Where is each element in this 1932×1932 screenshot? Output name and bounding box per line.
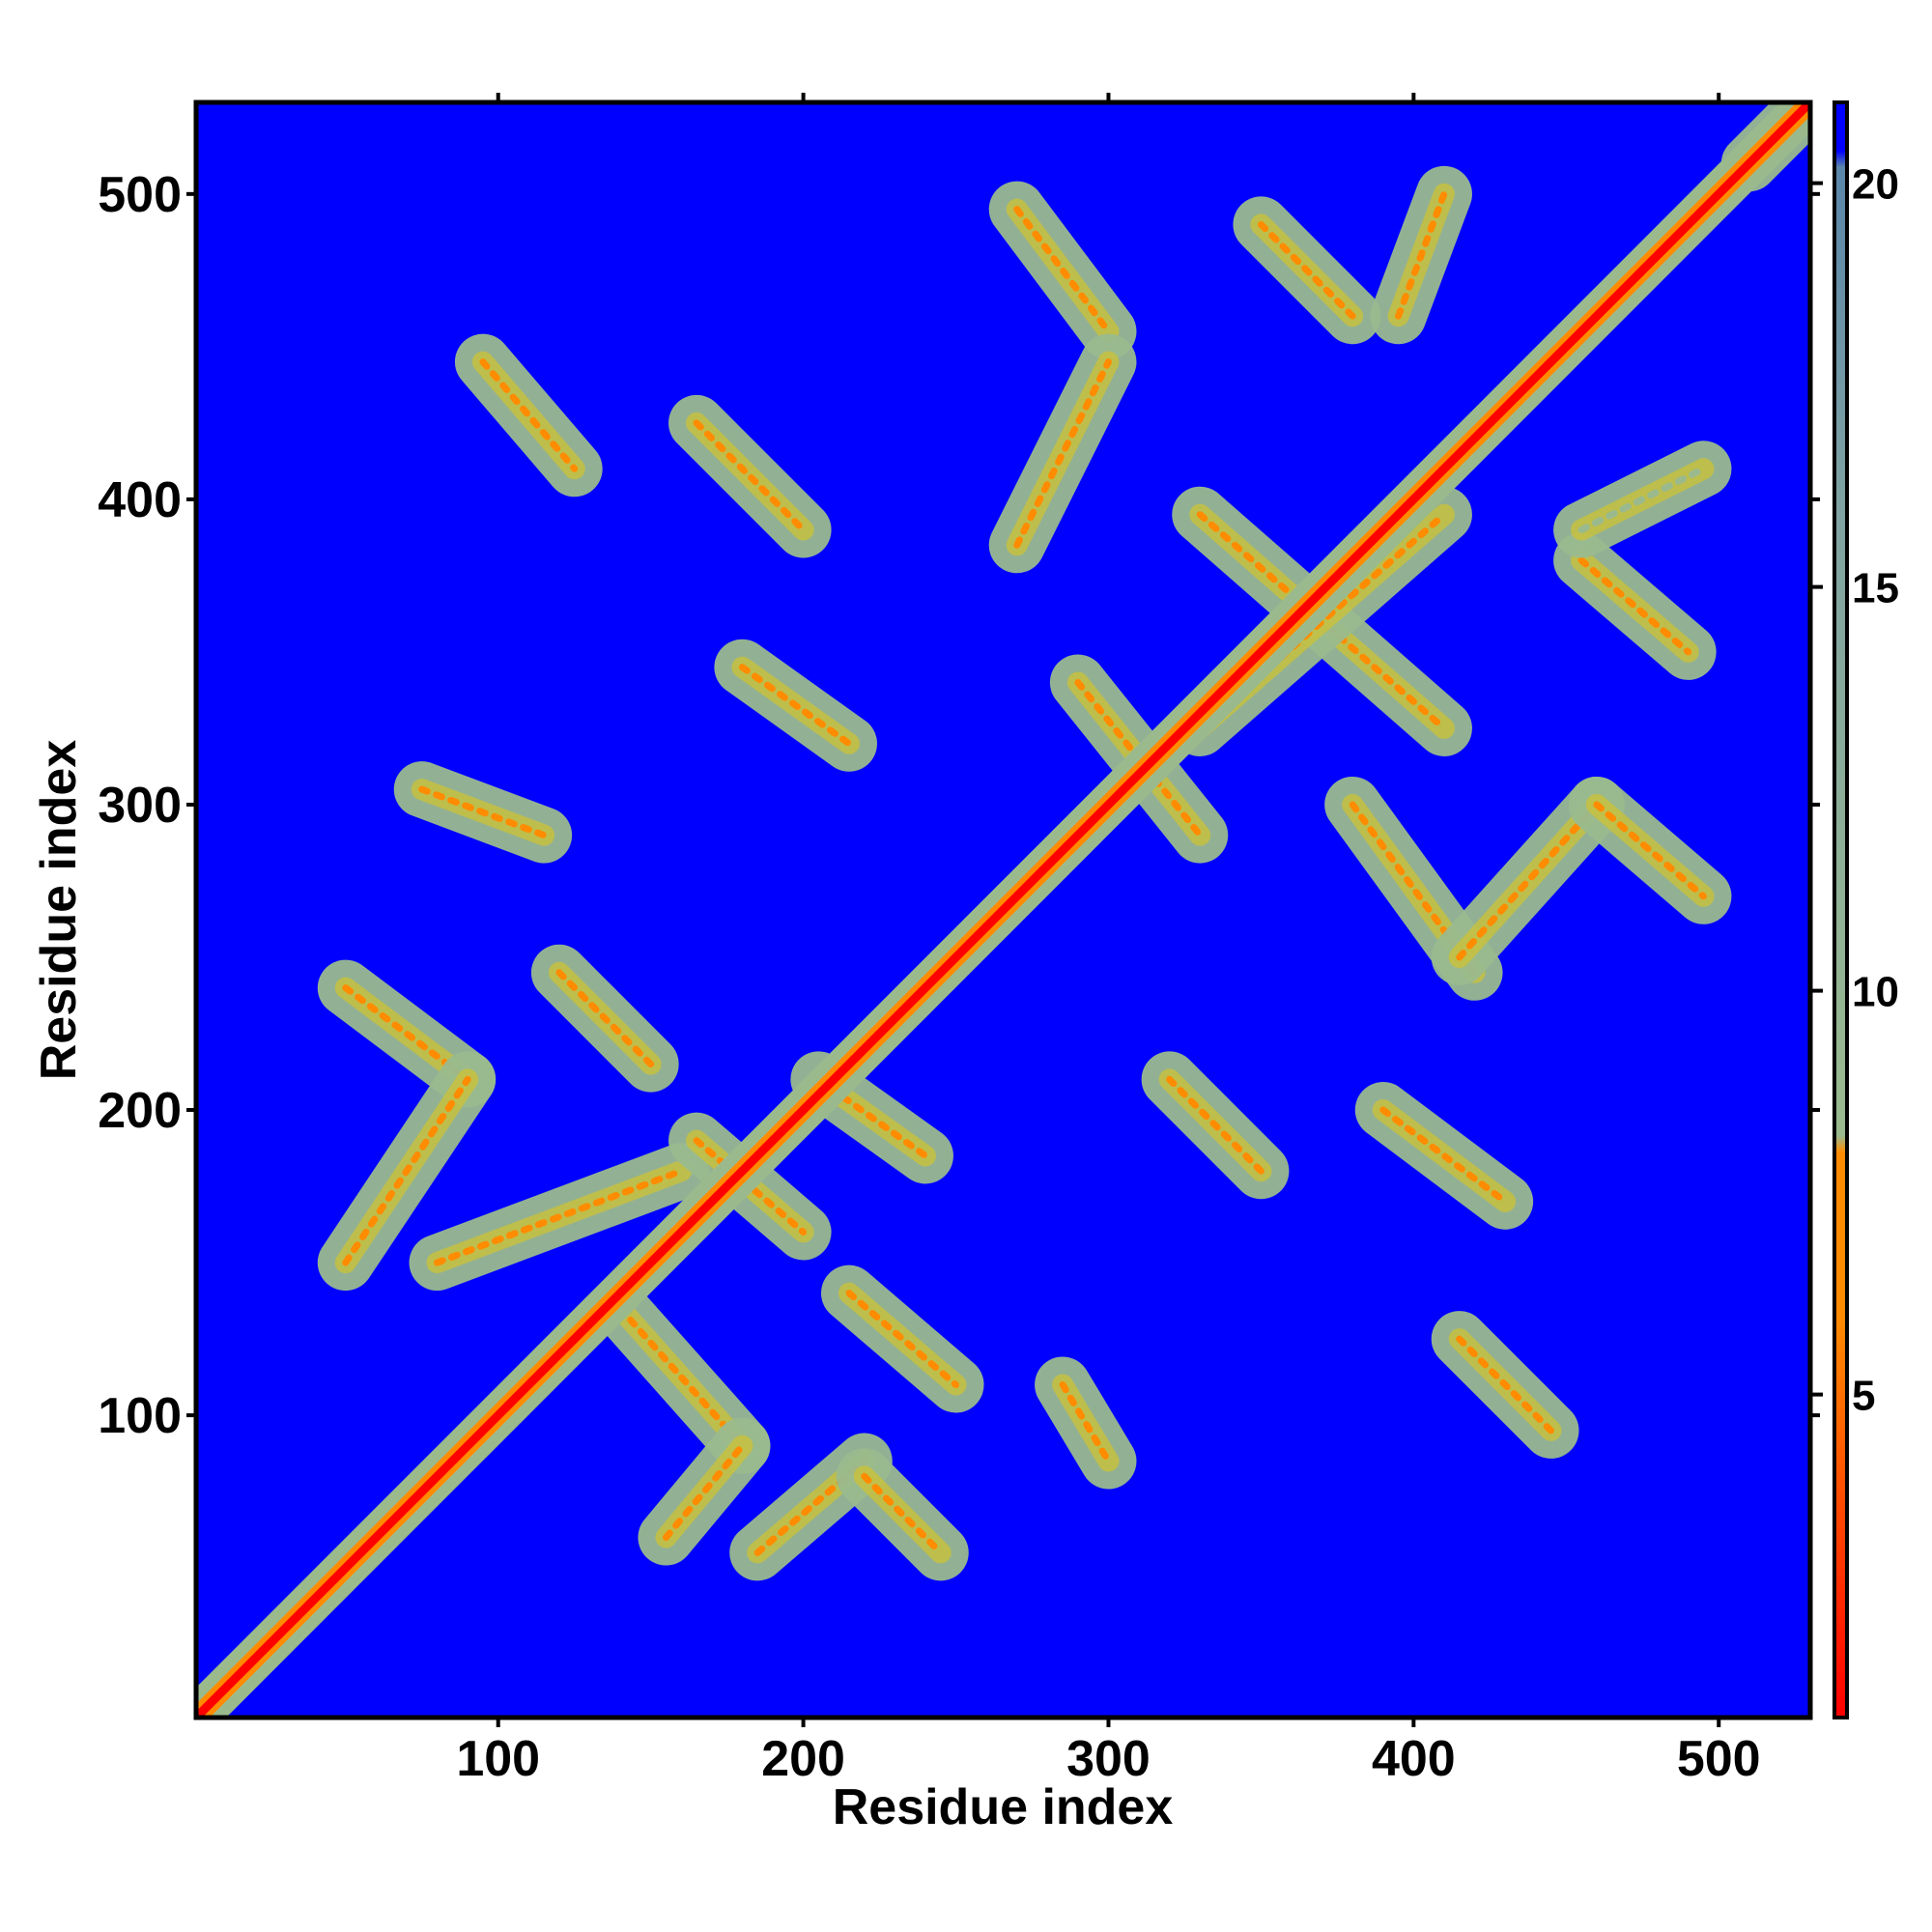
diagonal-band (196, 102, 1810, 1718)
colorbar-label-20: 20 (1852, 161, 1899, 209)
contact-band-17 (1141, 1051, 1290, 1200)
x-tick-label-200: 200 (761, 1731, 845, 1787)
contact-band-11 (714, 639, 877, 772)
y-tick-label-200: 200 (98, 1083, 182, 1139)
colorbar-label-10: 10 (1852, 969, 1899, 1016)
contact-band-24 (409, 1143, 710, 1292)
contact-band-5 (1233, 196, 1381, 345)
contact-band-23 (530, 944, 679, 1093)
contact-band-26 (638, 1417, 771, 1566)
contact-band-3 (988, 181, 1137, 360)
plot-frame (193, 99, 1813, 1720)
x-axis-title: Residue index (833, 1779, 1174, 1835)
contact-band-28 (836, 1448, 969, 1581)
contact-band-20 (1035, 1356, 1137, 1490)
contact-band-25 (592, 1280, 771, 1474)
y-tick-label-300: 300 (98, 778, 182, 834)
y-tick-label-400: 400 (98, 472, 182, 528)
colorbar-gradient (1833, 100, 1849, 1719)
y-tick-label-100: 100 (98, 1388, 182, 1444)
x-axis: 100 200 300 400 500 (456, 93, 1761, 1787)
y-axis-title: Residue index (31, 740, 87, 1081)
heatmap-plot-area (193, 99, 1813, 1720)
y-axis: 100 200 300 400 500 (98, 167, 1820, 1444)
contact-band-18 (1354, 1082, 1534, 1230)
colorbar-label-15: 15 (1852, 565, 1899, 612)
contact-band-4 (988, 333, 1137, 574)
colorbar: 5 10 15 20 (1812, 100, 1899, 1719)
contact-band-22 (317, 1051, 497, 1292)
contact-band-2 (668, 394, 832, 558)
contact-band-15 (1568, 776, 1732, 924)
contact-band-6 (1370, 165, 1472, 345)
x-tick-label-300: 300 (1066, 1731, 1151, 1787)
colorbar-label-5: 5 (1852, 1373, 1875, 1420)
x-tick-label-100: 100 (456, 1731, 540, 1787)
y-tick-label-500: 500 (98, 167, 182, 223)
contact-band-10 (1553, 440, 1732, 558)
contact-band-19 (1431, 1311, 1579, 1459)
contact-band-14 (1431, 776, 1625, 985)
contact-band-9 (1553, 532, 1717, 680)
x-tick-label-400: 400 (1372, 1731, 1456, 1787)
x-tick-label-500: 500 (1677, 1731, 1761, 1787)
contact-band-29 (820, 1264, 984, 1413)
contact-band-12 (393, 761, 573, 864)
contact-band-1 (454, 333, 603, 497)
